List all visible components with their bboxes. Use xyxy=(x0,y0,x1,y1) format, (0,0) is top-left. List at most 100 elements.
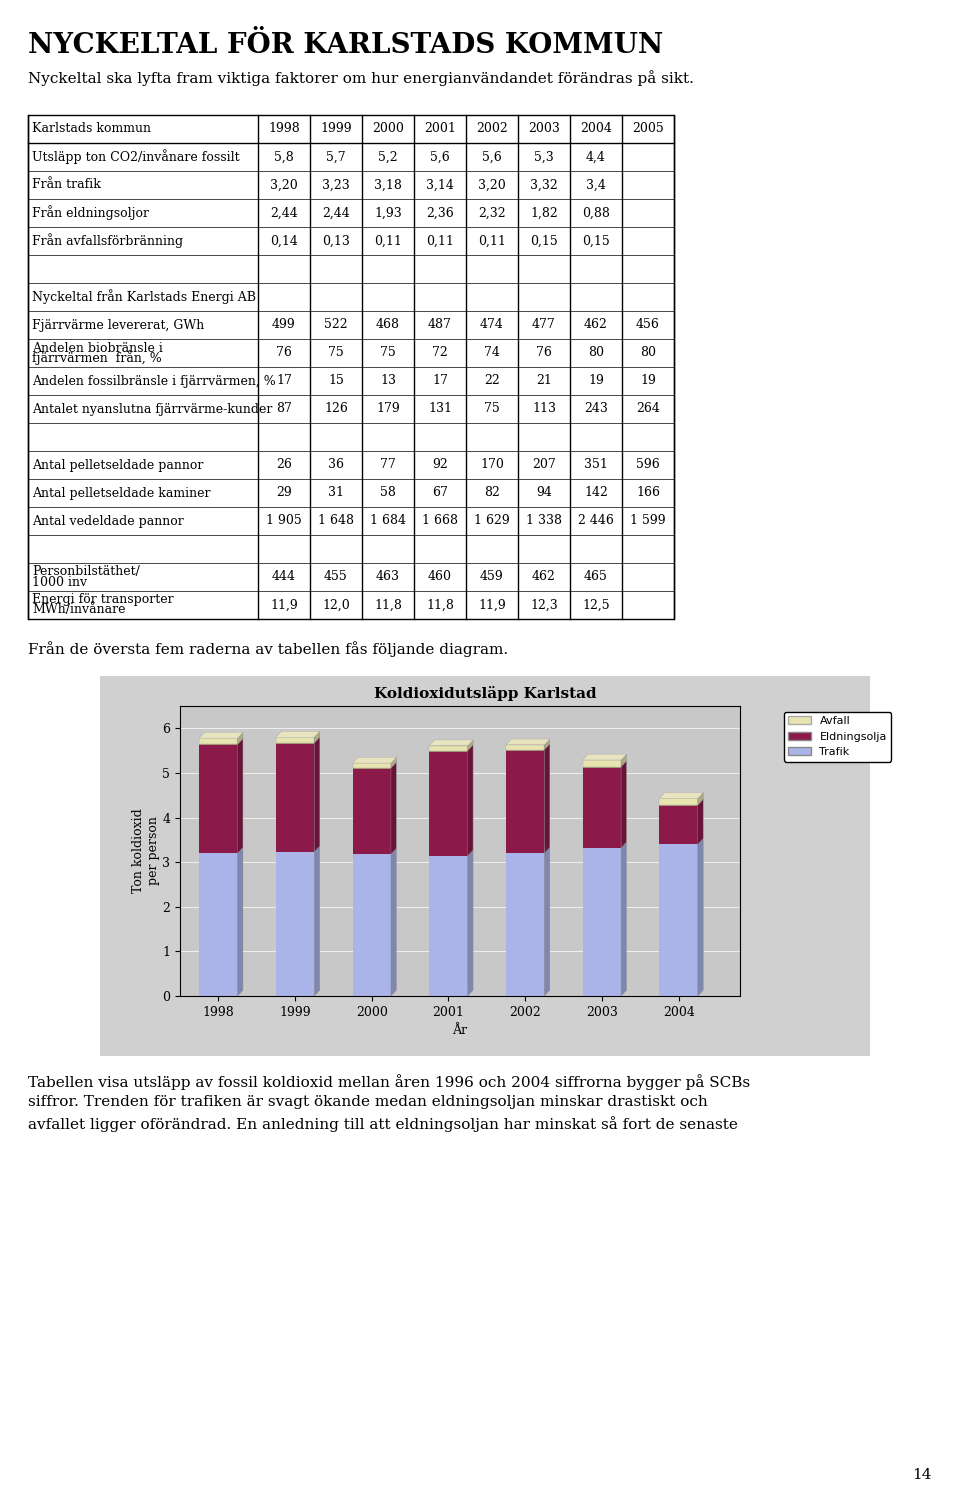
Bar xyxy=(588,760,627,842)
Text: Utsläpp ton CO2/invånare fossilt: Utsläpp ton CO2/invånare fossilt xyxy=(32,150,240,165)
Text: 1,93: 1,93 xyxy=(374,207,402,219)
Text: 77: 77 xyxy=(380,459,396,471)
Text: 75: 75 xyxy=(484,402,500,416)
Text: 2002: 2002 xyxy=(476,123,508,135)
Bar xyxy=(358,849,396,990)
Text: 3,23: 3,23 xyxy=(323,178,349,192)
Text: MWh/invånare: MWh/invånare xyxy=(32,603,126,616)
Text: 12,3: 12,3 xyxy=(530,598,558,612)
Polygon shape xyxy=(698,800,703,844)
Text: 76: 76 xyxy=(536,346,552,360)
Polygon shape xyxy=(276,732,320,736)
Bar xyxy=(583,760,621,766)
Bar xyxy=(199,744,237,853)
Text: 14: 14 xyxy=(913,1468,932,1482)
Polygon shape xyxy=(314,736,320,852)
Text: 0,13: 0,13 xyxy=(322,234,350,248)
Bar xyxy=(199,738,237,744)
Text: 1999: 1999 xyxy=(321,123,351,135)
Polygon shape xyxy=(237,738,243,854)
Text: 11,9: 11,9 xyxy=(478,598,506,612)
Text: 72: 72 xyxy=(432,346,448,360)
Text: 2004: 2004 xyxy=(580,123,612,135)
Bar xyxy=(429,746,468,750)
Text: 170: 170 xyxy=(480,459,504,471)
Text: 1 599: 1 599 xyxy=(630,514,666,528)
Bar xyxy=(583,847,621,996)
Text: 80: 80 xyxy=(640,346,656,360)
Text: 26: 26 xyxy=(276,459,292,471)
Text: 2000: 2000 xyxy=(372,123,404,135)
Bar xyxy=(583,766,621,847)
Text: Från trafik: Från trafik xyxy=(32,178,101,192)
Text: 264: 264 xyxy=(636,402,660,416)
Bar xyxy=(435,850,473,990)
Polygon shape xyxy=(352,758,396,764)
Bar xyxy=(660,806,698,844)
Text: 92: 92 xyxy=(432,459,448,471)
Bar xyxy=(358,762,396,849)
Text: 2,32: 2,32 xyxy=(478,207,506,219)
Text: 31: 31 xyxy=(328,486,344,500)
Text: 74: 74 xyxy=(484,346,500,360)
Bar xyxy=(276,742,314,852)
Text: Från de översta fem raderna av tabellen fås följande diagram.: Från de översta fem raderna av tabellen … xyxy=(28,640,508,657)
Text: 522: 522 xyxy=(324,318,348,332)
Text: 2001: 2001 xyxy=(424,123,456,135)
Text: Antalet nyanslutna fjärrvärme­kunder: Antalet nyanslutna fjärrvärme­kunder xyxy=(32,402,273,416)
Text: 166: 166 xyxy=(636,486,660,500)
Text: 87: 87 xyxy=(276,402,292,416)
Text: 460: 460 xyxy=(428,570,452,584)
Bar xyxy=(352,768,391,853)
Text: 36: 36 xyxy=(328,459,344,471)
Bar xyxy=(276,852,314,996)
Text: 5,6: 5,6 xyxy=(482,150,502,164)
Text: 17: 17 xyxy=(432,375,448,387)
Text: 11,8: 11,8 xyxy=(374,598,402,612)
Bar xyxy=(199,853,237,996)
Text: 13: 13 xyxy=(380,375,396,387)
Text: 58: 58 xyxy=(380,486,396,500)
Text: 487: 487 xyxy=(428,318,452,332)
Bar xyxy=(100,676,870,1056)
Bar xyxy=(506,750,544,853)
Polygon shape xyxy=(199,732,243,738)
Text: Tabellen visa utsläpp av fossil koldioxid mellan åren 1996 och 2004 siffrorna by: Tabellen visa utsläpp av fossil koldioxi… xyxy=(28,1074,750,1131)
Bar xyxy=(429,746,468,750)
Text: 456: 456 xyxy=(636,318,660,332)
Bar xyxy=(281,732,320,736)
Text: 12,0: 12,0 xyxy=(323,598,349,612)
Polygon shape xyxy=(544,740,550,750)
Text: Andelen fossilbränsle i fjärrvärmen, %: Andelen fossilbränsle i fjärrvärmen, % xyxy=(32,375,276,387)
Bar xyxy=(665,800,703,838)
Polygon shape xyxy=(621,754,627,766)
Text: Andelen biobränsle i: Andelen biobränsle i xyxy=(32,342,163,354)
Polygon shape xyxy=(621,760,627,847)
Bar xyxy=(276,736,314,742)
Polygon shape xyxy=(391,762,396,853)
Text: Från eldningsoljor: Från eldningsoljor xyxy=(32,206,149,220)
Polygon shape xyxy=(621,842,627,996)
Text: 5,6: 5,6 xyxy=(430,150,450,164)
Text: Antal pelletseldade pannor: Antal pelletseldade pannor xyxy=(32,459,204,471)
Text: 1 905: 1 905 xyxy=(266,514,301,528)
Text: 5,7: 5,7 xyxy=(326,150,346,164)
Text: 459: 459 xyxy=(480,570,504,584)
Text: 11,9: 11,9 xyxy=(270,598,298,612)
Text: NYCKELTAL FÖR KARLSTADS KOMMUN: NYCKELTAL FÖR KARLSTADS KOMMUN xyxy=(28,32,663,58)
Text: 19: 19 xyxy=(640,375,656,387)
Text: 67: 67 xyxy=(432,486,448,500)
Bar xyxy=(588,842,627,990)
Bar xyxy=(506,746,544,750)
Text: 2 446: 2 446 xyxy=(578,514,614,528)
Text: Energi för transporter: Energi för transporter xyxy=(32,594,174,606)
Text: 21: 21 xyxy=(536,375,552,387)
Text: 5,8: 5,8 xyxy=(275,150,294,164)
Text: Nyckeltal från Karlstads Energi AB: Nyckeltal från Karlstads Energi AB xyxy=(32,290,256,304)
Text: 2003: 2003 xyxy=(528,123,560,135)
Bar xyxy=(588,754,627,760)
Text: 82: 82 xyxy=(484,486,500,500)
Text: 75: 75 xyxy=(380,346,396,360)
Bar xyxy=(281,846,320,990)
Polygon shape xyxy=(237,732,243,744)
